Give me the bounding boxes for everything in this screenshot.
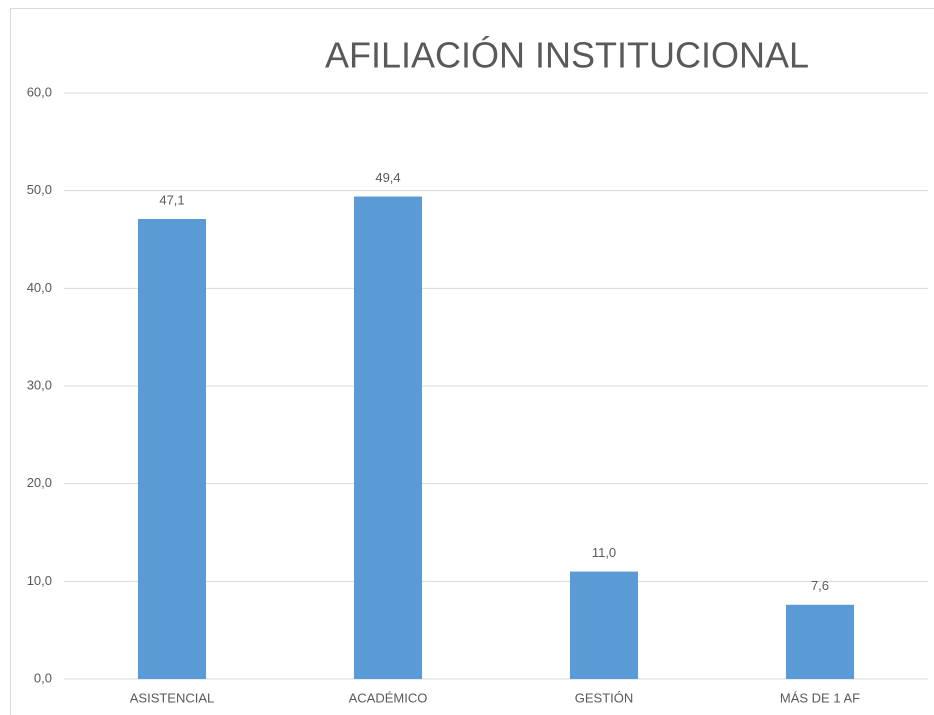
- y-tick-label: 40,0: [27, 280, 52, 295]
- x-tick-label: MÁS DE 1 AF: [780, 690, 860, 705]
- y-tick-label: 10,0: [27, 573, 52, 588]
- y-tick-label: 60,0: [27, 84, 52, 99]
- bar: [354, 196, 422, 679]
- x-tick-label: GESTIÓN: [575, 690, 634, 705]
- data-label: 47,1: [159, 192, 184, 207]
- chart-border: [10, 8, 934, 715]
- y-tick-label: 0,0: [34, 670, 52, 685]
- x-tick-label: ACADÉMICO: [349, 690, 428, 705]
- data-label: 11,0: [592, 545, 616, 560]
- y-tick-label: 50,0: [27, 182, 52, 197]
- data-label: 49,4: [375, 170, 400, 185]
- data-label: 7,6: [811, 578, 829, 593]
- chart-title: AFILIACIÓN INSTITUCIONAL: [325, 35, 809, 76]
- bar: [570, 571, 638, 679]
- bar: [138, 218, 206, 680]
- y-tick-label: 20,0: [27, 475, 52, 490]
- bar: [786, 604, 854, 679]
- x-tick-label: ASISTENCIAL: [130, 690, 215, 705]
- y-tick-label: 30,0: [27, 377, 52, 392]
